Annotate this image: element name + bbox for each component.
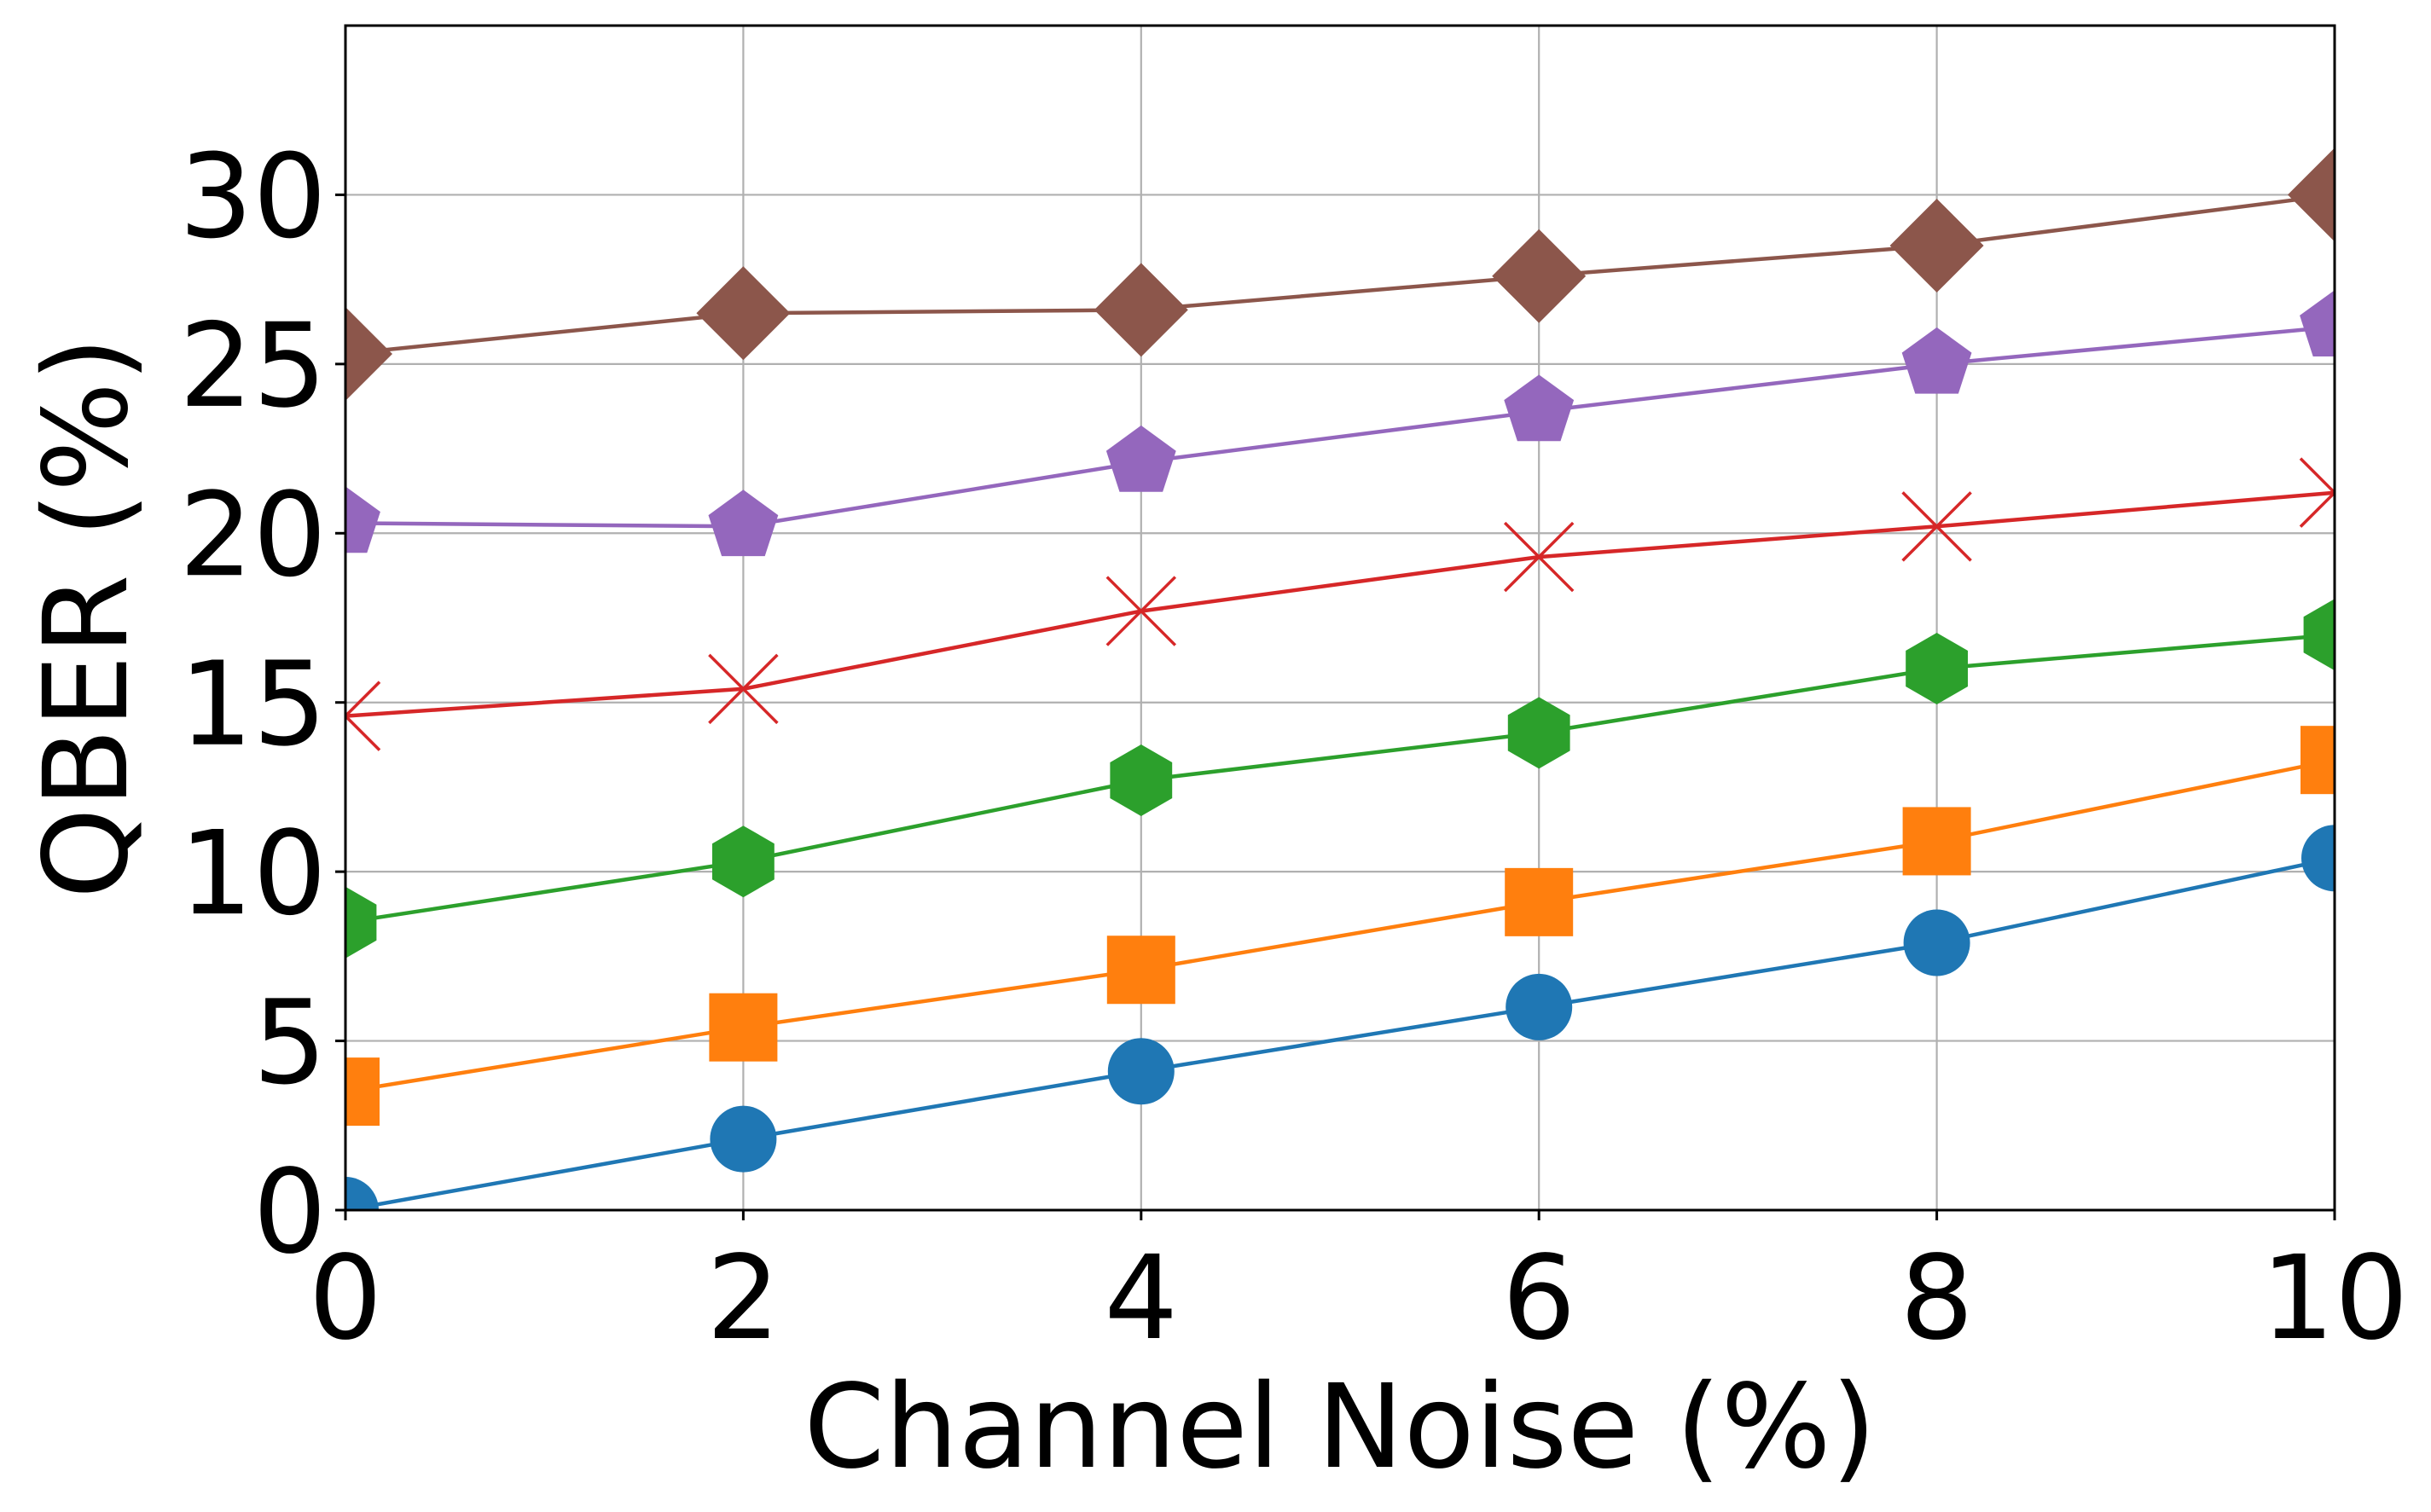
y-tick-label: 20 — [179, 468, 327, 603]
marker-square — [1106, 936, 1175, 1005]
marker-hexagon — [1906, 633, 1968, 704]
marker-square — [709, 993, 778, 1062]
series-pentagon — [345, 290, 2335, 557]
series-hexagon — [345, 599, 2335, 959]
x-tick-label: 0 — [309, 1231, 383, 1366]
marker-pentagon — [1504, 374, 1575, 442]
series-x — [345, 457, 2335, 751]
series-circle — [345, 825, 2335, 1210]
x-axis-label: Channel Noise (%) — [804, 1360, 1876, 1495]
x-tick-label: 2 — [706, 1231, 780, 1366]
marker-diamond — [1094, 263, 1188, 357]
marker-x-stroke — [1503, 521, 1575, 593]
marker-circle — [2301, 825, 2335, 892]
axes-frame — [344, 24, 2336, 1212]
series-line — [345, 324, 2335, 529]
y-axis-label: QBER (%) — [20, 337, 154, 899]
marker-diamond — [1889, 199, 1984, 293]
marker-hexagon — [345, 886, 377, 959]
marker-square — [345, 1057, 380, 1127]
marker-pentagon — [345, 486, 380, 553]
marker-circle — [1506, 973, 1573, 1040]
marker-square — [1902, 807, 1971, 876]
y-tick-label: 25 — [179, 299, 327, 434]
marker-hexagon — [1507, 697, 1570, 769]
marker-pentagon — [2300, 290, 2335, 356]
marker-x-stroke — [2299, 490, 2335, 528]
y-tick-label: 10 — [179, 807, 327, 941]
series-line — [345, 490, 2335, 718]
marker-x-stroke — [2299, 457, 2335, 495]
marker-diamond — [1492, 229, 1587, 323]
marker-diamond — [345, 307, 392, 401]
y-tick-label: 5 — [252, 976, 327, 1111]
marker-hexagon — [712, 826, 775, 898]
marker-x-stroke — [1901, 491, 1972, 562]
x-tick-label: 6 — [1502, 1231, 1576, 1366]
x-tick-label: 10 — [2260, 1231, 2408, 1366]
tick-labels: 0 2 4 6 8 10 0 5 10 15 20 25 30 — [179, 130, 2409, 1366]
marker-circle — [710, 1105, 777, 1173]
series-line — [345, 633, 2335, 924]
y-tick-label: 0 — [252, 1145, 327, 1280]
marker-circle — [1107, 1038, 1175, 1105]
marker-circle — [1903, 909, 1970, 976]
series-line — [345, 193, 2335, 356]
y-tick-label: 30 — [179, 130, 327, 264]
marker-pentagon — [1901, 327, 1972, 394]
series-line — [345, 757, 2335, 1094]
marker-circle — [345, 1177, 379, 1210]
x-tick-label: 4 — [1105, 1231, 1179, 1366]
marker-hexagon — [2303, 599, 2335, 671]
marker-square — [2300, 726, 2335, 795]
marker-x-stroke — [345, 681, 381, 719]
x-tick-label: 8 — [1900, 1231, 1974, 1366]
y-tick-label: 15 — [179, 638, 327, 773]
plot-frame — [335, 24, 2336, 1220]
marker-x-stroke — [345, 714, 381, 751]
series-group — [345, 148, 2335, 1210]
marker-pentagon — [708, 490, 779, 557]
marker-diamond — [696, 266, 791, 361]
series-diamond — [345, 148, 2335, 401]
marker-x-stroke — [1105, 576, 1177, 646]
marker-hexagon — [1110, 744, 1173, 816]
marker-square — [1505, 867, 1574, 936]
marker-pentagon — [1105, 425, 1176, 492]
marker-x-stroke — [708, 653, 779, 725]
series-line — [345, 856, 2335, 1210]
series-square — [345, 726, 2335, 1127]
marker-diamond — [2288, 148, 2335, 242]
